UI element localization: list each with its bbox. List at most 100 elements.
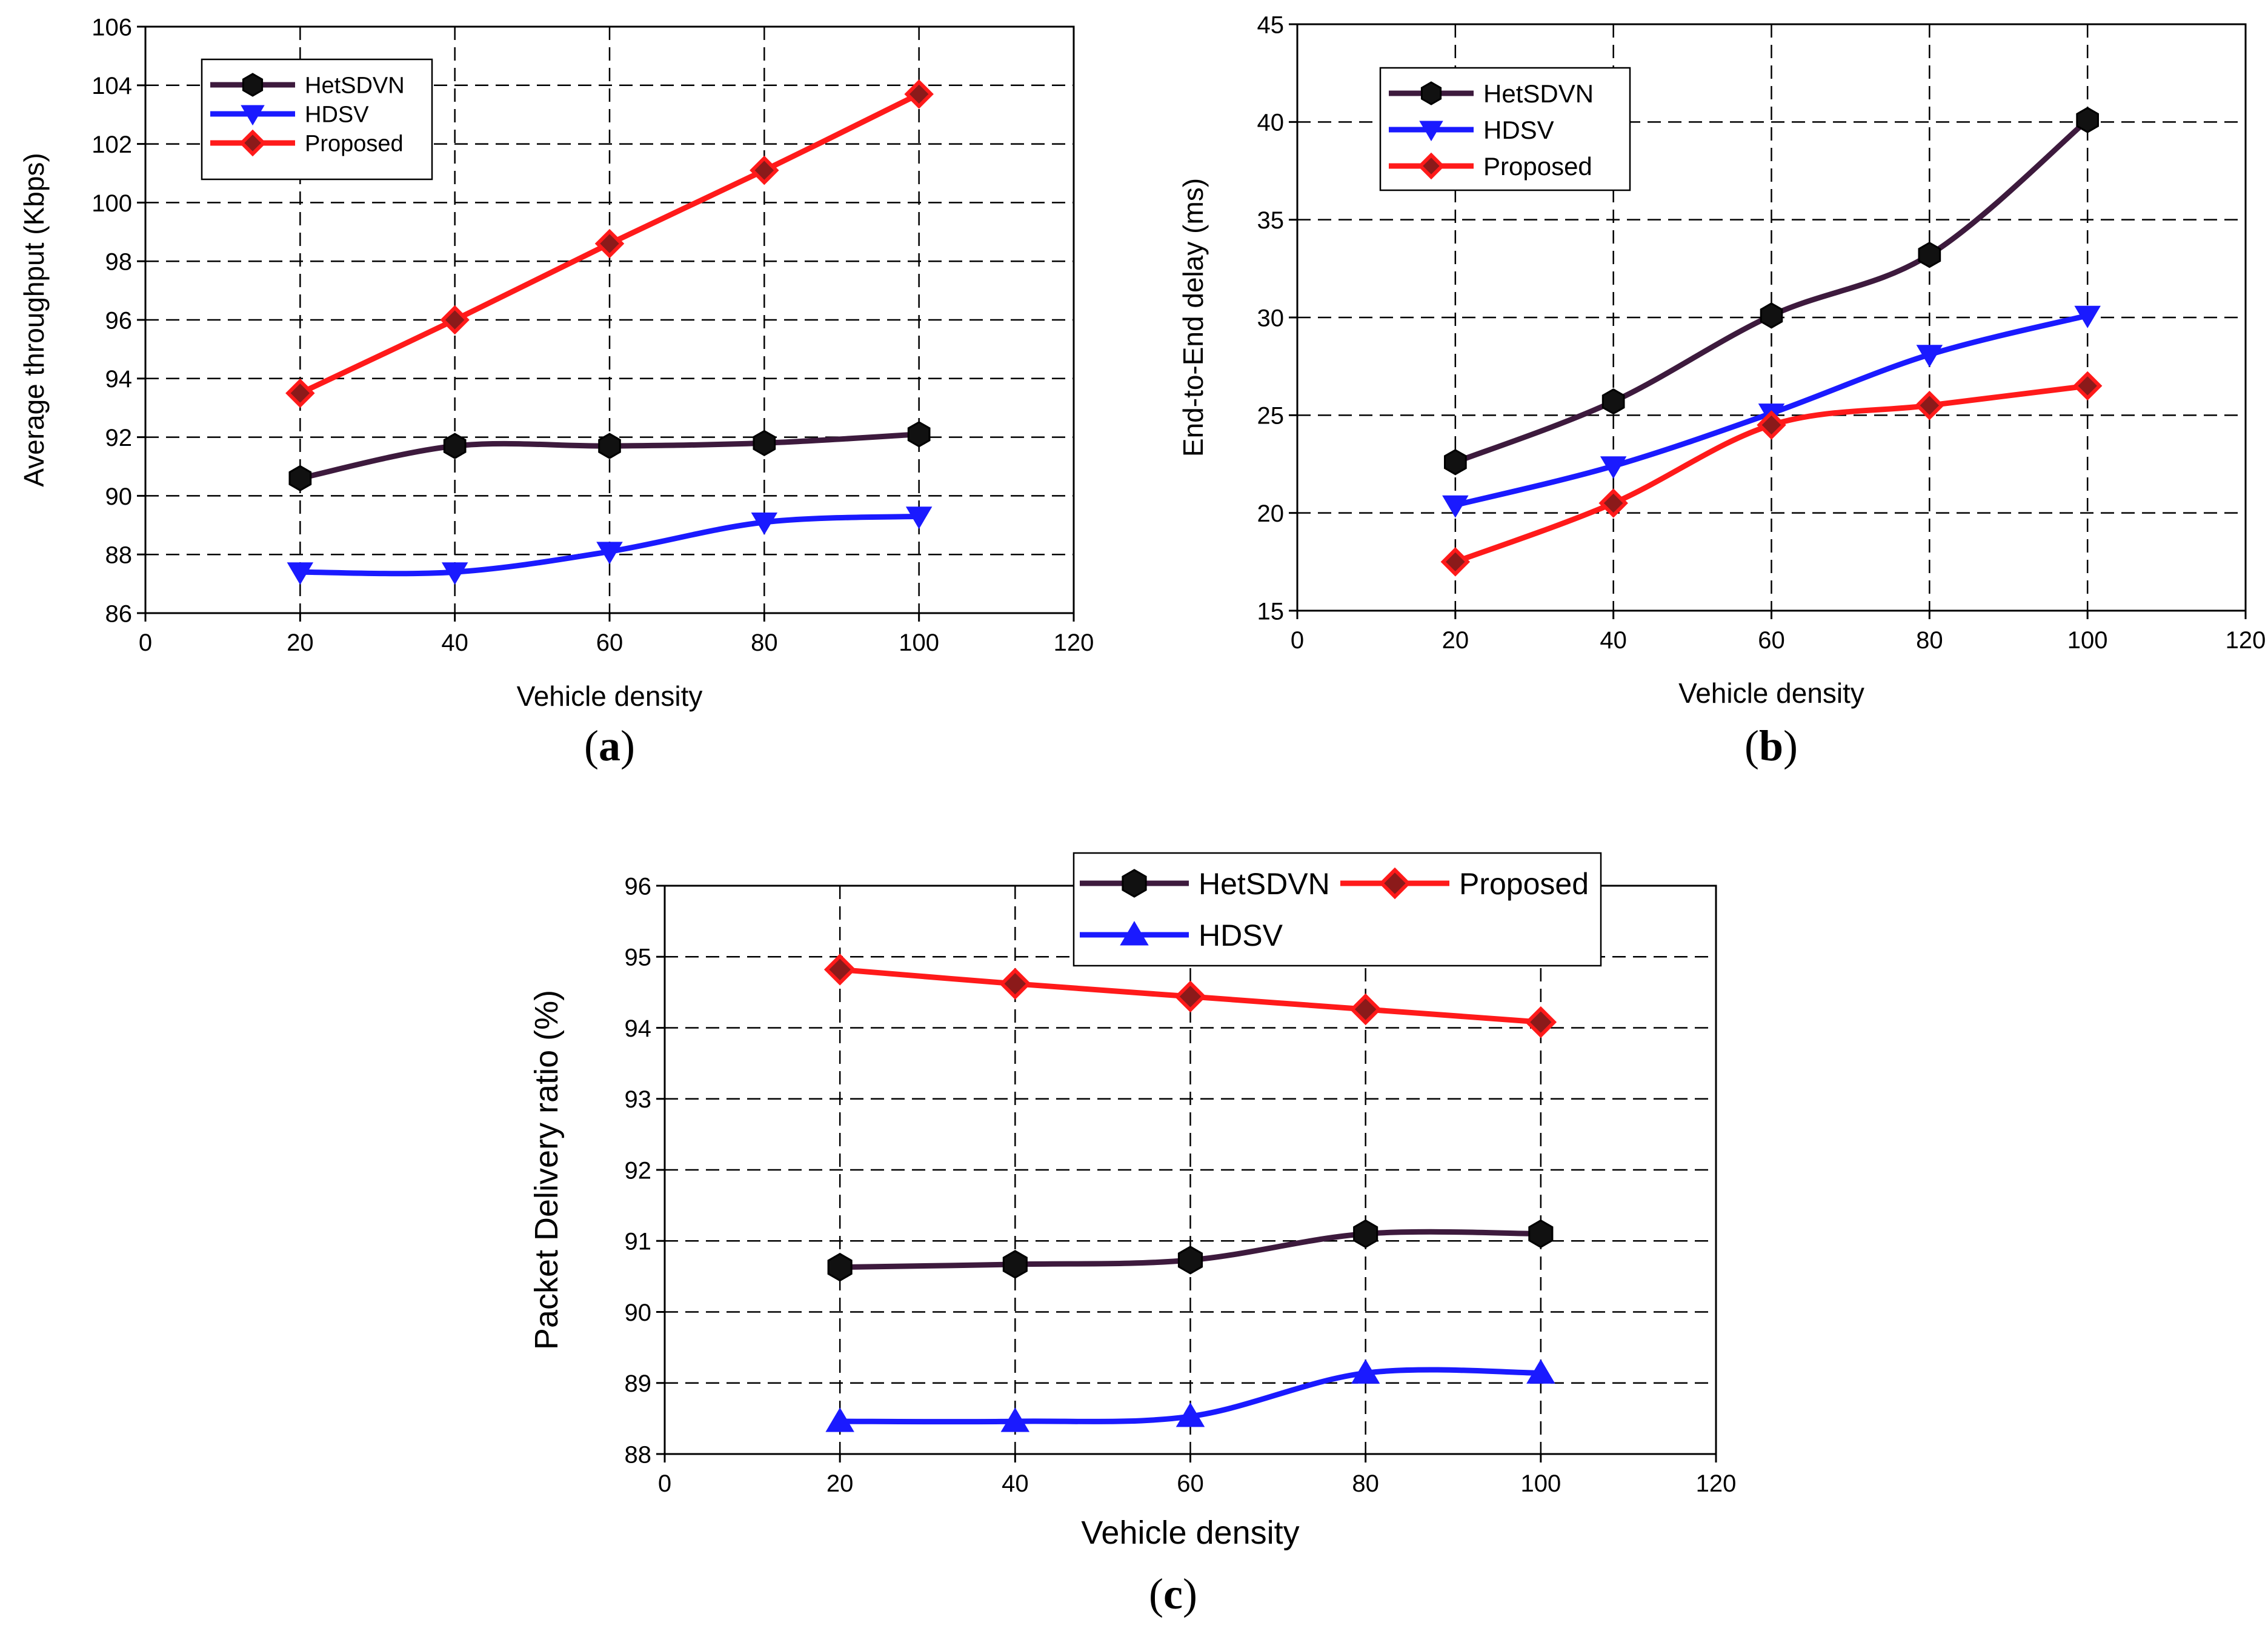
legend-item: HDSV xyxy=(1080,918,1283,952)
data-point xyxy=(287,562,314,585)
legend-item: HDSV xyxy=(1389,116,1554,144)
y-tick-label: 90 xyxy=(105,483,133,510)
x-tick-label: 20 xyxy=(1442,627,1469,654)
data-point xyxy=(1442,495,1469,518)
y-axis-label: End-to-End delay (ms) xyxy=(1177,178,1209,457)
caption-part: ( xyxy=(584,722,599,770)
legend-label: HDSV xyxy=(1199,918,1283,952)
chart-a: 0 20 40 60 80 100 120 86 88 90 92 94 96 98 100 102 104 10… xyxy=(18,14,1094,770)
y-tick-label: 25 xyxy=(1257,403,1285,430)
data-point xyxy=(1349,993,1382,1026)
y-tick-label: 93 xyxy=(625,1086,652,1113)
data-point xyxy=(1002,1250,1028,1279)
data-point xyxy=(825,1407,854,1432)
data-point xyxy=(1760,302,1783,329)
data-point xyxy=(999,968,1031,1000)
x-tick-label: 120 xyxy=(2226,627,2266,654)
series-hetsdvn xyxy=(827,1219,1554,1282)
y-axis-label: Average throughput (Kbps) xyxy=(18,153,50,487)
caption-part: b xyxy=(1759,722,1783,770)
legend-item: HDSV xyxy=(210,102,369,128)
legend-item: HetSDVN xyxy=(1080,867,1330,901)
series-hdsv xyxy=(287,506,933,585)
x-tick-label: 20 xyxy=(287,629,314,656)
data-point xyxy=(904,79,934,109)
x-axis-label: Vehicle density xyxy=(517,680,703,712)
data-point xyxy=(598,433,621,459)
caption-part: c xyxy=(1163,1570,1183,1618)
data-point xyxy=(1916,345,1943,368)
y-tick-label: 95 xyxy=(625,944,652,971)
x-tick-label: 60 xyxy=(596,629,624,656)
data-point xyxy=(1177,1246,1203,1275)
caption-part: a xyxy=(599,722,620,770)
y-tick-label: 102 xyxy=(91,131,132,158)
y-tick-label: 35 xyxy=(1257,207,1285,234)
data-point xyxy=(1598,488,1628,518)
legend-box xyxy=(1072,852,1602,967)
x-tick-label: 0 xyxy=(658,1470,671,1497)
data-point xyxy=(750,155,779,185)
x-tick-label: 100 xyxy=(1520,1470,1561,1497)
data-point xyxy=(441,562,468,585)
data-point xyxy=(288,465,312,492)
series-hetsdvn xyxy=(1444,107,2099,476)
data-point xyxy=(1525,1006,1557,1038)
y-tick-label: 91 xyxy=(625,1229,652,1255)
data-point xyxy=(1444,449,1467,476)
legend-label: Proposed xyxy=(1459,867,1589,901)
y-tick-label: 86 xyxy=(105,600,133,627)
data-point xyxy=(751,512,778,535)
data-point xyxy=(285,378,315,408)
legend-marker xyxy=(1420,81,1442,105)
data-point xyxy=(907,421,931,448)
legend-marker xyxy=(239,129,267,157)
data-point xyxy=(1601,388,1625,415)
legend-label: HetSDVN xyxy=(305,73,405,99)
data-point xyxy=(1526,1359,1555,1384)
x-tick-label: 120 xyxy=(1696,1470,1737,1497)
caption: (b) xyxy=(1744,722,1798,770)
caption: (c) xyxy=(1149,1570,1197,1618)
legend-marker xyxy=(242,73,264,97)
chart-c: 0 20 40 60 80 100 120 88 89 90 91 92 93 94 95 96 Vehicle… xyxy=(528,852,1737,1618)
x-tick-label: 40 xyxy=(1600,627,1627,654)
y-tick-label: 88 xyxy=(105,542,133,569)
data-point xyxy=(443,433,467,459)
y-tick-label: 98 xyxy=(105,249,133,276)
legend-label: HetSDVN xyxy=(1483,79,1594,108)
legend-box xyxy=(201,58,433,181)
legend-label: Proposed xyxy=(1483,152,1592,181)
data-point xyxy=(596,542,623,565)
y-tick-label: 20 xyxy=(1257,500,1285,527)
series-hetsdvn xyxy=(288,421,931,492)
data-point xyxy=(827,1252,853,1282)
x-tick-label: 20 xyxy=(826,1470,854,1497)
y-tick-label: 88 xyxy=(625,1441,652,1468)
y-tick-label: 100 xyxy=(91,190,132,217)
caption-part: ( xyxy=(1744,722,1759,770)
data-point xyxy=(440,305,470,335)
y-tick-label: 104 xyxy=(91,73,132,99)
legend-label: HDSV xyxy=(305,102,369,128)
legend-item: Proposed xyxy=(1340,867,1589,901)
legend-marker xyxy=(1122,869,1147,898)
y-tick-label: 15 xyxy=(1257,598,1285,625)
y-tick-label: 106 xyxy=(91,14,132,41)
x-tick-label: 100 xyxy=(899,629,939,656)
data-point xyxy=(1918,241,1941,268)
y-tick-label: 89 xyxy=(625,1370,652,1397)
data-point xyxy=(1600,456,1627,479)
x-tick-label: 0 xyxy=(139,629,152,656)
y-tick-label: 96 xyxy=(105,307,133,334)
data-point xyxy=(823,954,856,986)
legend-label: HetSDVN xyxy=(1199,867,1330,901)
data-point xyxy=(1174,980,1206,1013)
y-tick-label: 92 xyxy=(105,425,133,451)
series-proposed xyxy=(1440,371,2103,577)
legend-marker xyxy=(1419,121,1443,142)
x-tick-label: 80 xyxy=(751,629,778,656)
data-point xyxy=(753,430,776,457)
grid xyxy=(145,27,1074,613)
legend-item: HetSDVN xyxy=(210,73,405,99)
